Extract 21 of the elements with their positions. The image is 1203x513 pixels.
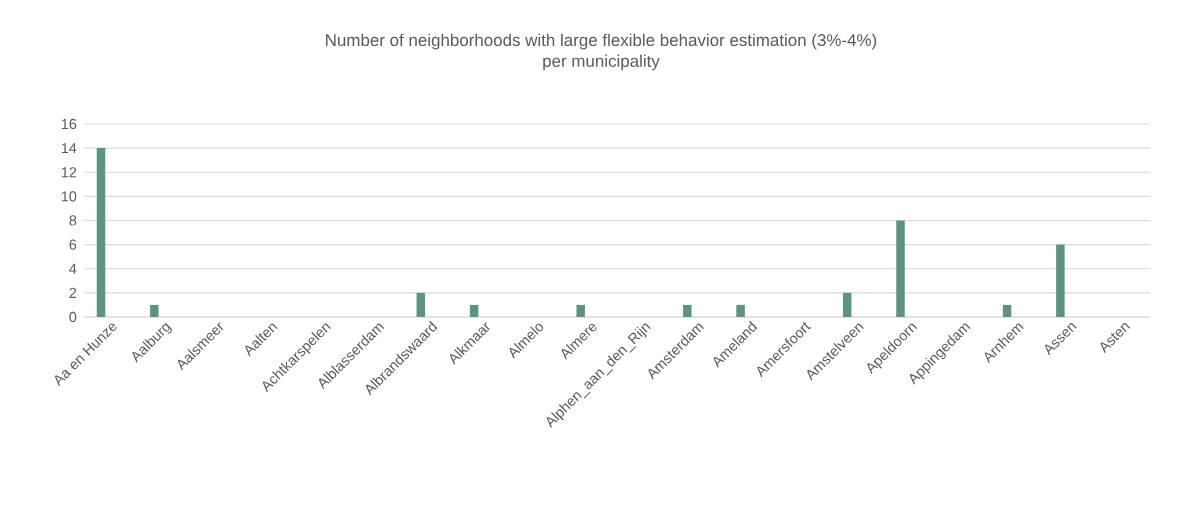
bar (736, 304, 745, 317)
y-tick-label: 12 (61, 167, 77, 178)
y-tick-label: 6 (69, 239, 77, 250)
y-tick-label: 0 (69, 311, 77, 323)
y-tick-label: 2 (69, 287, 77, 298)
y-tick-label: 10 (61, 191, 77, 202)
bar (150, 304, 159, 317)
bar (96, 148, 106, 317)
bar (1002, 304, 1012, 317)
bar (416, 292, 426, 317)
y-tick-label: 4 (69, 263, 77, 274)
bar (683, 304, 692, 317)
bar (1056, 244, 1065, 317)
bar (896, 220, 905, 317)
chart-title: Number of neighborhoods with large flexible behavior estimation (3%-4%) per municipality (326, 33, 877, 71)
bar (842, 292, 852, 317)
y-tick-label: 8 (69, 215, 77, 226)
bar (576, 304, 585, 317)
y-tick-label: 14 (61, 143, 77, 154)
y-tick-label: 16 (61, 118, 77, 130)
bar (469, 304, 479, 317)
